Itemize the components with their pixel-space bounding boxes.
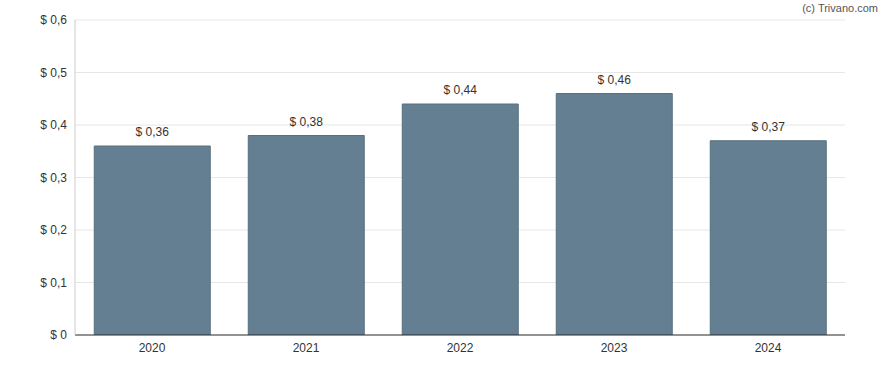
svg-text:2023: 2023	[601, 341, 628, 355]
svg-text:$ 0,4: $ 0,4	[40, 118, 67, 132]
svg-text:$ 0,3: $ 0,3	[40, 171, 67, 185]
svg-text:$ 0,2: $ 0,2	[40, 223, 67, 237]
html-text:(c) Trivano.com: (c) Trivano.com	[802, 2, 878, 14]
svg-text:2022: 2022	[447, 341, 474, 355]
svg-text:2021: 2021	[293, 341, 320, 355]
svg-text:2024: 2024	[755, 341, 782, 355]
svg-text:$ 0: $ 0	[50, 328, 67, 342]
svg-text:$ 0,36: $ 0,36	[136, 125, 170, 139]
svg-text:$ 0,6: $ 0,6	[40, 13, 67, 27]
svg-text:$ 0,38: $ 0,38	[290, 115, 324, 129]
svg-text:$ 0,44: $ 0,44	[444, 83, 478, 97]
svg-text:$ 0,46: $ 0,46	[598, 73, 632, 87]
svg-text:$ 0,5: $ 0,5	[40, 66, 67, 80]
svg-text:2020: 2020	[139, 341, 166, 355]
svg-text:$ 0,37: $ 0,37	[752, 120, 786, 134]
svg-text:$ 0,1: $ 0,1	[40, 276, 67, 290]
